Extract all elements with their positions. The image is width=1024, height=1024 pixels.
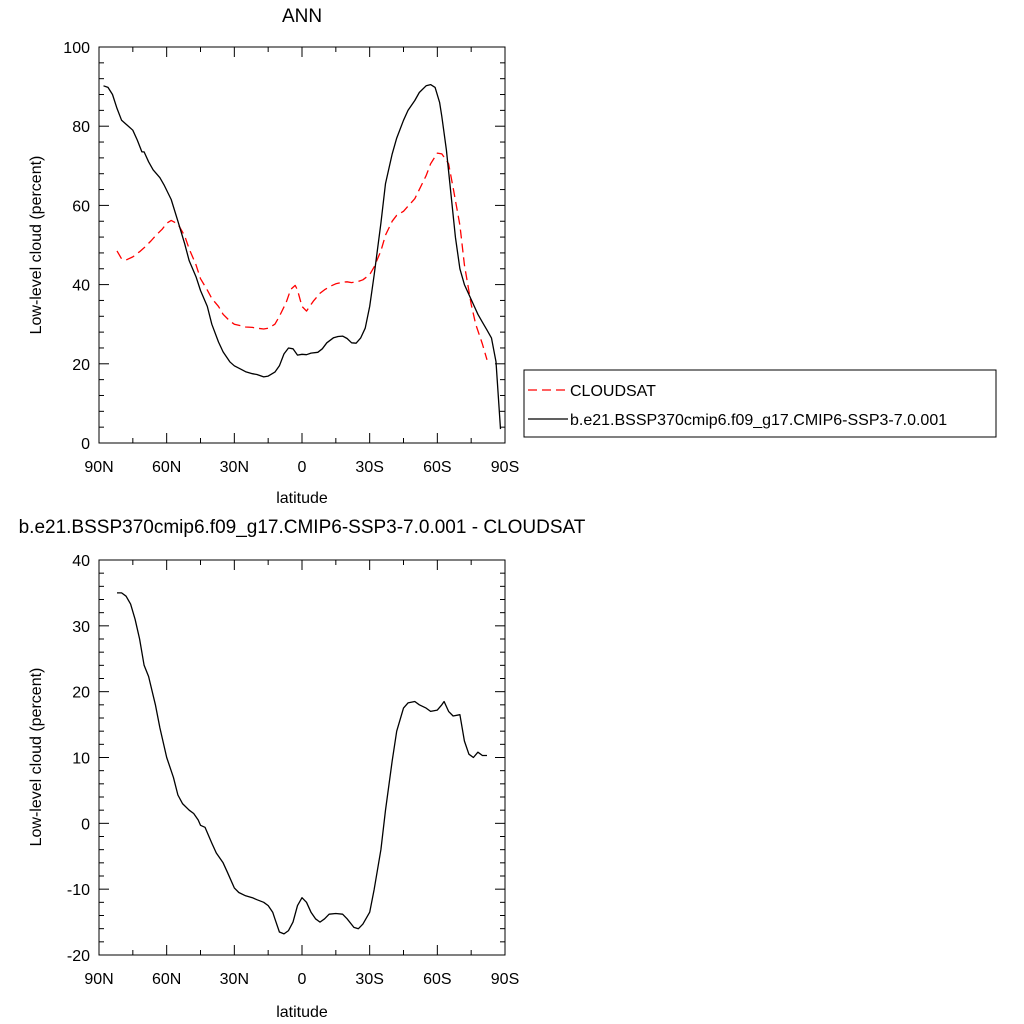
top-series-line-0 (116, 152, 488, 360)
bottom-panel: b.e21.BSSP370cmip6.f09_g17.CMIP6-SSP3-7.… (19, 517, 586, 1021)
top-axis-ticks (98, 46, 506, 444)
y-tick-label: 60 (72, 198, 90, 215)
x-tick-label: 0 (298, 971, 307, 988)
x-tick-label: 60S (423, 971, 451, 988)
top-ylabel: Low-level cloud (percent) (28, 156, 45, 335)
top-title: ANN (282, 6, 322, 27)
y-tick-label: 30 (72, 619, 90, 636)
x-tick-label: 90N (84, 971, 113, 988)
x-tick-label: 30N (220, 459, 249, 476)
x-tick-label: 90S (491, 971, 519, 988)
legend-label-model: b.e21.BSSP370cmip6.f09_g17.CMIP6-SSP3-7.… (570, 412, 947, 429)
y-tick-label: 40 (72, 553, 90, 570)
bottom-series-line-0 (117, 592, 487, 935)
bottom-y-tick-labels: -20 -10 0 10 20 30 40 (67, 553, 90, 965)
top-legend: CLOUDSAT b.e21.BSSP370cmip6.f09_g17.CMIP… (523, 369, 997, 438)
x-tick-label: 30S (355, 459, 383, 476)
bottom-series-group (117, 592, 487, 935)
y-tick-label: 100 (63, 40, 90, 57)
y-tick-label: 80 (72, 119, 90, 136)
bottom-ylabel: Low-level cloud (percent) (28, 668, 45, 847)
y-tick-label: -10 (67, 882, 90, 899)
x-tick-label: 60N (152, 459, 181, 476)
legend-box (523, 369, 997, 438)
x-tick-label: 0 (298, 459, 307, 476)
bottom-xlabel: latitude (276, 1004, 328, 1021)
top-y-tick-labels: 0 20 40 60 80 100 (63, 40, 90, 453)
x-tick-label: 90S (491, 459, 519, 476)
x-tick-label: 30N (220, 971, 249, 988)
top-xlabel: latitude (276, 490, 328, 507)
legend-label-cloudsat: CLOUDSAT (570, 383, 656, 400)
y-tick-label: 20 (72, 685, 90, 702)
y-tick-label: 10 (72, 751, 90, 768)
x-tick-label: 60N (152, 971, 181, 988)
y-tick-label: 0 (81, 816, 90, 833)
bottom-title: b.e21.BSSP370cmip6.f09_g17.CMIP6-SSP3-7.… (19, 517, 586, 538)
top-plot-frame (98, 46, 506, 444)
bottom-x-tick-labels: 90N 60N 30N 0 30S 60S 90S (84, 971, 519, 988)
bottom-axis-ticks (98, 559, 506, 956)
y-tick-label: 0 (81, 436, 90, 453)
y-tick-label: 20 (72, 357, 90, 374)
y-tick-label: -20 (67, 948, 90, 965)
top-series-group (103, 83, 502, 430)
x-tick-label: 90N (84, 459, 113, 476)
top-x-tick-labels: 90N 60N 30N 0 30S 60S 90S (84, 459, 519, 476)
y-tick-label: 40 (72, 278, 90, 295)
x-tick-label: 60S (423, 459, 451, 476)
top-series-line-1 (103, 83, 502, 430)
top-panel: ANN 0 20 40 60 80 100 90N 60N 30N 0 30S 60S 90S lat… (28, 6, 997, 507)
bottom-plot-frame (98, 559, 506, 956)
x-tick-label: 30S (355, 971, 383, 988)
